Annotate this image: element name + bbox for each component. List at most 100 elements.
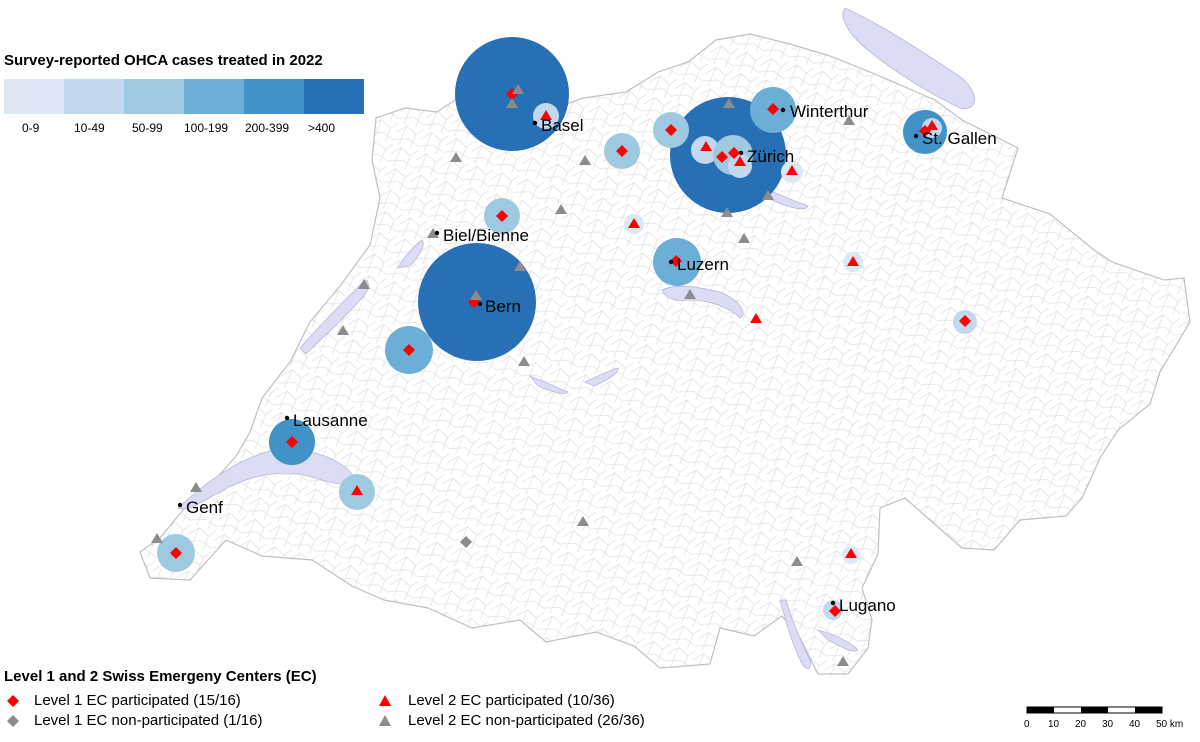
lake-biel (397, 239, 424, 269)
triangle-marker (518, 356, 530, 366)
triangle-marker (555, 204, 567, 214)
triangle-marker (579, 155, 591, 165)
scale-tick-label: 20 (1075, 719, 1087, 730)
triangle-marker (723, 98, 735, 108)
city-label-lausanne: Lausanne (293, 411, 368, 430)
triangle-marker (700, 141, 712, 151)
scale-bar-graphic (1026, 706, 1163, 714)
level2-participated-markers (351, 110, 938, 558)
triangle-marker (151, 533, 163, 543)
country-outline (139, 33, 1191, 675)
triangle-marker (358, 279, 370, 289)
city-labels: Basel Winterthur St. Gallen Zürich Biel/… (186, 102, 997, 615)
diamond-marker (716, 151, 728, 163)
lake-thun (528, 375, 569, 394)
triangle-marker (506, 98, 518, 108)
triangle-marker (845, 548, 857, 558)
scale-tick-label: 0 (1024, 719, 1030, 730)
ohca-bin-label: 0-9 (22, 121, 40, 135)
city-dot (477, 301, 483, 307)
triangle-marker (628, 218, 640, 228)
scale-tick-label: 50 km (1156, 719, 1184, 730)
diamond-marker (286, 436, 298, 448)
triangle-marker (427, 228, 439, 238)
city-dot (738, 150, 744, 156)
ohca-bin-swatch (304, 79, 364, 114)
triangle-marker (738, 233, 750, 243)
ohca-bin-label: 50-99 (132, 121, 163, 135)
city-label-winterthur: Winterthur (790, 102, 869, 121)
triangle-marker (762, 190, 774, 200)
ec-legend-item: Level 1 EC non-participated (1/16) (34, 712, 263, 729)
triangle-marker (512, 84, 524, 94)
triangle-marker (190, 482, 202, 492)
diamond-marker (670, 255, 682, 267)
city-dot (532, 120, 538, 126)
triangle-marker (721, 207, 733, 217)
city-label-lugano: Lugano (839, 596, 896, 615)
lakes (177, 7, 975, 669)
city-dot (780, 107, 786, 113)
triangle-marker (837, 656, 849, 666)
triangle-marker (791, 556, 803, 566)
lake-brienz (584, 367, 619, 387)
city-label-st-gallen: St. Gallen (922, 129, 997, 148)
ec-legend-item: Level 2 EC participated (10/36) (408, 692, 615, 709)
scale-tick-label: 30 (1102, 719, 1114, 730)
city-label-luzern: Luzern (677, 255, 729, 274)
diamond-marker (767, 103, 779, 115)
ec-legend: Level 1 and 2 Swiss Emergeny Centers (EC… (0, 668, 720, 742)
ec-legend-title: Level 1 and 2 Swiss Emergeny Centers (EC… (4, 668, 317, 685)
grey-triangle-icon (379, 715, 391, 726)
scale-bar: 0 10 20 30 40 50 km (1024, 705, 1194, 739)
ohca-bin-swatch (184, 79, 244, 114)
triangle-marker (450, 152, 462, 162)
triangle-marker (926, 120, 938, 130)
city-label-zurich: Zürich (747, 147, 794, 166)
triangle-marker (540, 110, 552, 120)
diamond-marker (829, 605, 841, 617)
city-dot (434, 230, 440, 236)
scale-tick-label: 40 (1129, 719, 1141, 730)
lake-lucerne (661, 285, 744, 319)
red-triangle-icon (379, 695, 391, 706)
diamond-marker (959, 315, 971, 327)
city-dot (830, 600, 836, 606)
ohca-bin-label: >400 (308, 121, 336, 135)
ohca-legend-bins (4, 79, 364, 114)
diamond-marker (170, 547, 182, 559)
city-dots (177, 107, 919, 606)
ec-legend-item: Level 2 EC non-participated (26/36) (408, 712, 645, 729)
triangle-marker (847, 256, 859, 266)
triangle-marker (786, 165, 798, 175)
triangle-marker (750, 313, 762, 323)
ohca-bin-label: 10-49 (74, 121, 105, 135)
city-label-genf: Genf (186, 498, 223, 517)
triangle-marker (734, 156, 746, 166)
city-dot (668, 259, 674, 265)
level2-non-participated-markers (151, 84, 855, 666)
lake-constance (842, 7, 975, 109)
scale-tick-label: 10 (1048, 719, 1060, 730)
ohca-bin-swatch (4, 79, 64, 114)
ohca-legend-title: Survey-reported OHCA cases treated in 20… (4, 52, 323, 69)
triangle-marker (470, 290, 482, 300)
city-dot (913, 133, 919, 139)
ohca-bin-swatch (64, 79, 124, 114)
ohca-bin-swatch (244, 79, 304, 114)
diamond-marker (616, 145, 628, 157)
lake-lugano (816, 629, 859, 652)
grey-diamond-icon (7, 715, 19, 727)
ohca-bin-swatch (124, 79, 184, 114)
triangle-marker (337, 325, 349, 335)
city-dot (284, 415, 290, 421)
level1-non-participated-markers (460, 536, 472, 548)
ohca-bin-label: 100-199 (184, 121, 229, 135)
triangle-marker (684, 289, 696, 299)
ohca-bin-label: 200-399 (245, 121, 290, 135)
diamond-marker (460, 536, 472, 548)
ec-legend-item: Level 1 EC participated (15/16) (34, 692, 241, 709)
diamond-marker (403, 344, 415, 356)
lake-maggiore (779, 599, 811, 669)
